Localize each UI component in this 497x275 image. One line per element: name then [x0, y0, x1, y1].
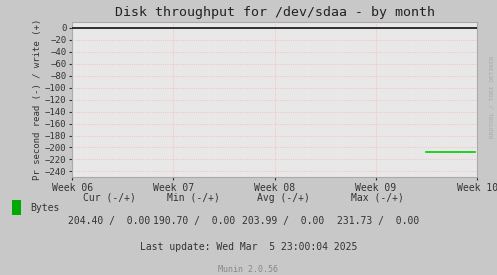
- Text: Cur (-/+): Cur (-/+): [83, 193, 136, 203]
- Text: 204.40 /  0.00: 204.40 / 0.00: [68, 216, 151, 226]
- Text: 203.99 /  0.00: 203.99 / 0.00: [242, 216, 325, 226]
- Title: Disk throughput for /dev/sdaa - by month: Disk throughput for /dev/sdaa - by month: [115, 6, 434, 20]
- Text: Bytes: Bytes: [30, 203, 59, 213]
- Text: Avg (-/+): Avg (-/+): [257, 193, 310, 203]
- Text: 231.73 /  0.00: 231.73 / 0.00: [336, 216, 419, 226]
- Text: 190.70 /  0.00: 190.70 / 0.00: [153, 216, 235, 226]
- Text: Munin 2.0.56: Munin 2.0.56: [219, 265, 278, 274]
- Text: Min (-/+): Min (-/+): [167, 193, 220, 203]
- Text: RRDTOOL / TOBI OETIKER: RRDTOOL / TOBI OETIKER: [490, 55, 495, 138]
- Text: Last update: Wed Mar  5 23:00:04 2025: Last update: Wed Mar 5 23:00:04 2025: [140, 243, 357, 252]
- Y-axis label: Pr second read (-) / write (+): Pr second read (-) / write (+): [33, 19, 42, 180]
- Text: Max (-/+): Max (-/+): [351, 193, 404, 203]
